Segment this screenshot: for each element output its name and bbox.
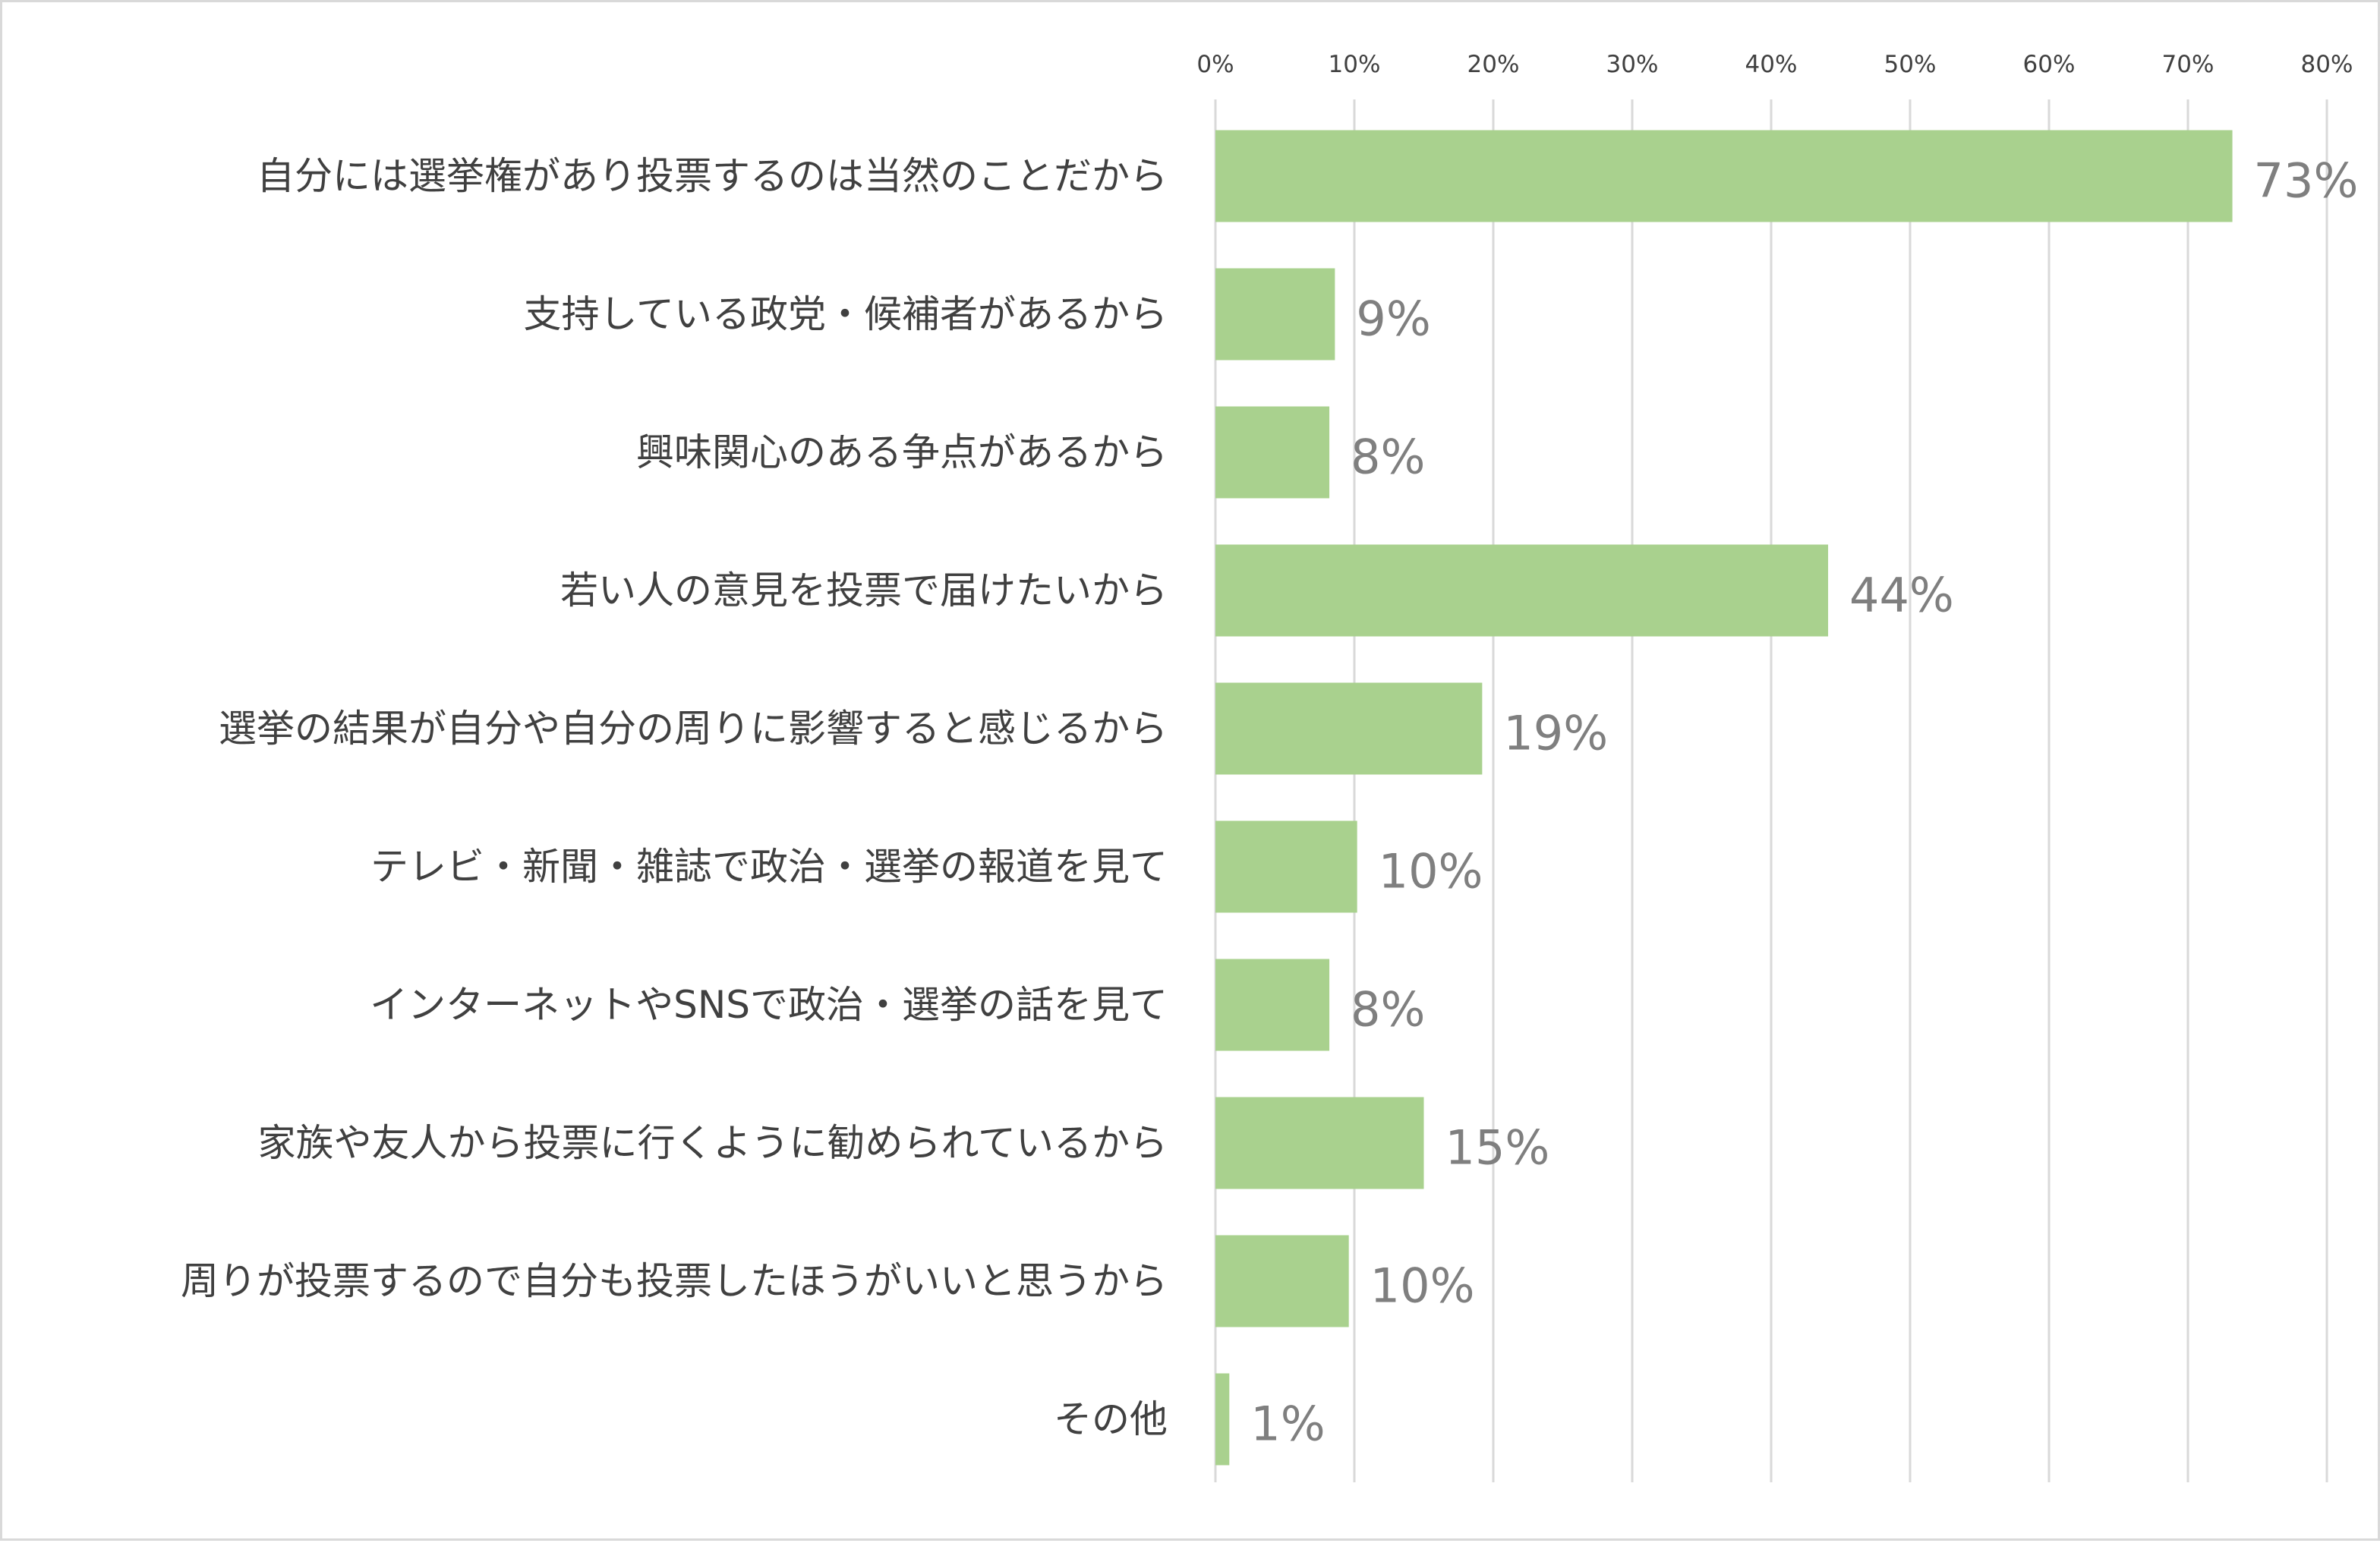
x-tick-label: 40%	[1745, 51, 1798, 78]
data-label: 10%	[1370, 1258, 1475, 1314]
category-label: 興味関心のある争点があるから	[636, 430, 1168, 474]
category-label: 支持している政党・候補者があるから	[524, 292, 1168, 336]
x-tick-label: 0%	[1196, 51, 1234, 78]
data-label: 9%	[1356, 291, 1430, 347]
gridlines	[1214, 99, 2328, 1482]
x-tick-label: 70%	[2162, 51, 2215, 78]
x-tick-label: 50%	[1884, 51, 1937, 78]
x-tick-label: 80%	[2301, 51, 2353, 78]
bar	[1215, 682, 1483, 775]
category-label: インターネットやSNSで政治・選挙の話を見て	[370, 983, 1168, 1027]
category-label: 自分には選挙権があり投票するのは当然のことだから	[257, 154, 1168, 198]
data-label: 8%	[1351, 982, 1425, 1038]
data-label: 73%	[2254, 153, 2359, 209]
category-labels: 自分には選挙権があり投票するのは当然のことだから支持している政党・候補者があるか…	[181, 154, 1168, 1441]
x-tick-label: 10%	[1329, 51, 1381, 78]
data-label: 15%	[1445, 1120, 1550, 1176]
x-tick-label: 20%	[1467, 51, 1520, 78]
x-tick-label: 30%	[1606, 51, 1659, 78]
x-tick-label: 60%	[2023, 51, 2076, 78]
category-label: 家族や友人から投票に行くように勧められているから	[258, 1121, 1168, 1165]
x-axis-ticks: 0% 10% 20% 30% 40% 50% 60% 70% 80%	[1196, 51, 2353, 78]
bar	[1215, 820, 1357, 913]
bar	[1215, 544, 1829, 637]
data-label: 19%	[1503, 706, 1608, 761]
category-label: 選挙の結果が自分や自分の周りに影響すると感じるから	[219, 707, 1168, 751]
bars	[1215, 130, 2233, 1466]
category-label: 若い人の意見を投票で届けたいから	[560, 568, 1168, 612]
bar	[1215, 1235, 1349, 1327]
bar	[1215, 268, 1335, 361]
data-label: 1%	[1250, 1397, 1325, 1452]
bar	[1215, 406, 1330, 499]
data-label: 44%	[1849, 568, 1954, 623]
data-label: 8%	[1351, 430, 1425, 485]
data-labels: 73% 9% 8% 44% 19% 10% 8% 15% 10% 1%	[1250, 153, 2358, 1452]
bar	[1215, 130, 2233, 222]
bar	[1215, 1097, 1424, 1189]
category-label: テレビ・新聞・雑誌で政治・選挙の報道を見て	[370, 845, 1168, 889]
category-label: 周りが投票するので自分も投票したほうがいいと思うから	[181, 1259, 1168, 1303]
data-label: 10%	[1379, 844, 1483, 899]
bar	[1215, 1373, 1230, 1466]
category-label: その他	[1054, 1397, 1168, 1441]
bar	[1215, 959, 1330, 1051]
